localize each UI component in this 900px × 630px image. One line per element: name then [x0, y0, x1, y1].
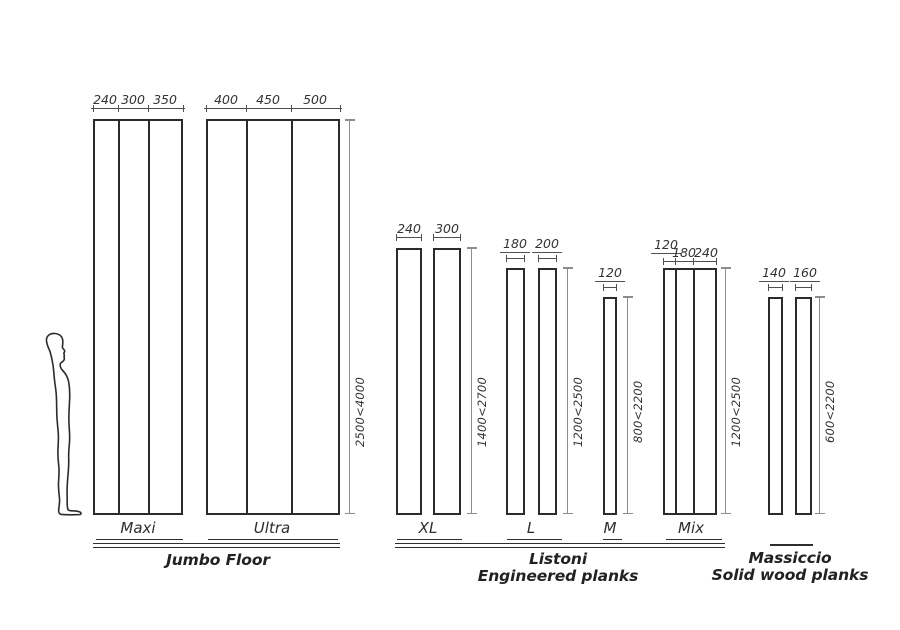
height-label: 800<2200: [631, 380, 645, 444]
xl-height-dimension: [467, 247, 477, 514]
width-label: 120: [595, 266, 625, 282]
group-underline: [603, 539, 622, 541]
width-label: 240: [694, 245, 718, 260]
mix-plank-group: [663, 268, 717, 515]
group-label-mix: Mix: [678, 519, 704, 537]
l-plank: [506, 268, 525, 515]
height-label: 1200<2500: [571, 377, 585, 447]
mix-height-dimension: [721, 267, 731, 514]
height-label: 2500<4000: [353, 377, 367, 447]
maxi-width-dimension: [91, 105, 185, 112]
width-label: 300: [435, 221, 459, 236]
massiccio-plank: [768, 297, 783, 515]
plank-divider: [675, 270, 677, 513]
family-subtitle-listoni: Engineered planks: [477, 567, 639, 585]
group-label-xl: XL: [418, 519, 438, 537]
width-label: 140: [759, 266, 789, 282]
height-label: 1200<2500: [729, 377, 743, 447]
family-title-massiccio: Massiccio: [748, 549, 832, 567]
maxi-plank-group: [93, 119, 183, 515]
group-underline: [666, 539, 722, 541]
group-underline: [96, 539, 183, 541]
plank-divider: [148, 121, 150, 513]
height-label: 600<2200: [823, 380, 837, 444]
xl-width-dimension: [396, 234, 423, 241]
width-label: 500: [303, 92, 327, 107]
m-plank: [603, 297, 617, 515]
jumbo-height-dimension: [345, 119, 355, 514]
l-width-dimension: [506, 255, 526, 262]
group-underline: [397, 539, 462, 541]
group-label-l: L: [526, 519, 536, 537]
m-width-dimension: [603, 284, 618, 291]
group-label-m: M: [603, 519, 617, 537]
width-label: 200: [532, 237, 562, 253]
family-subtitle-massiccio: Solid wood planks: [711, 566, 869, 584]
xl-width-dimension: [433, 234, 462, 241]
group-underline: [507, 539, 562, 541]
height-label: 1400<2700: [475, 377, 489, 447]
human-silhouette-icon: [45, 332, 82, 516]
width-label: 350: [153, 92, 177, 107]
group-label-ultra: Ultra: [253, 519, 291, 537]
width-label: 160: [790, 266, 820, 282]
l-plank: [538, 268, 557, 515]
massiccio-width-dimension: [768, 284, 784, 291]
group-label-maxi: Maxi: [120, 519, 156, 537]
width-label: 240: [93, 92, 117, 107]
family-separator-line: [93, 543, 340, 548]
width-label: 180: [500, 237, 530, 253]
l-height-dimension: [563, 267, 573, 514]
massiccio-plank: [795, 297, 812, 515]
plank-divider: [118, 121, 120, 513]
m-height-dimension: [623, 296, 633, 514]
plank-divider: [246, 121, 248, 513]
xl-plank: [433, 248, 461, 515]
width-label: 240: [397, 221, 421, 236]
plank-divider: [693, 270, 695, 513]
family-title-jumbo: Jumbo Floor: [166, 551, 270, 569]
ultra-width-dimension: [204, 105, 342, 112]
xl-plank: [396, 248, 422, 515]
plank-divider: [291, 121, 293, 513]
massiccio-height-dimension: [815, 296, 825, 514]
ultra-plank-group: [206, 119, 340, 515]
width-label: 300: [121, 92, 145, 107]
width-label: 400: [214, 92, 238, 107]
family-separator-line: [395, 543, 725, 548]
massiccio-width-dimension: [795, 284, 813, 291]
family-separator-line: [770, 544, 813, 546]
l-width-dimension: [538, 255, 558, 262]
mix-width-dimension: [663, 258, 718, 265]
width-label: 120: [651, 238, 681, 254]
width-label: 180: [672, 245, 696, 260]
width-label: 450: [256, 92, 280, 107]
group-underline: [208, 539, 338, 541]
family-title-listoni: Listoni: [528, 550, 588, 568]
